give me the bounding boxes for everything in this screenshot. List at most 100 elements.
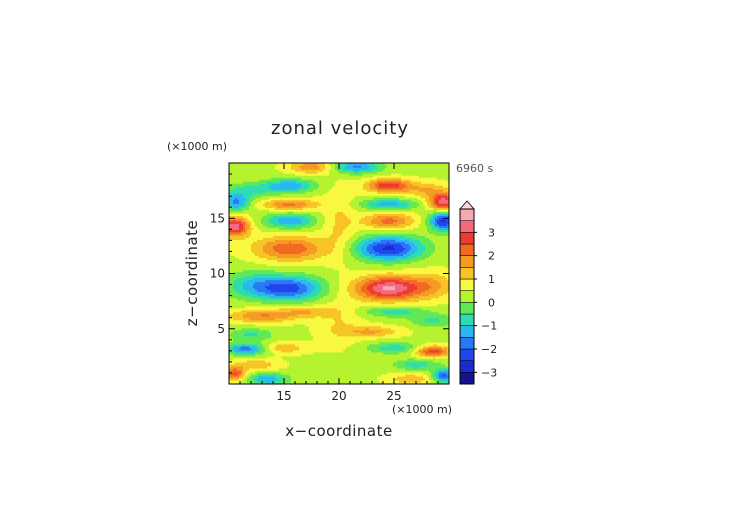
- heatmap-cell: [359, 301, 362, 305]
- heatmap-cell: [365, 327, 368, 331]
- heatmap-cell: [247, 365, 250, 369]
- heatmap-cell: [317, 321, 320, 325]
- heatmap-cell: [243, 309, 246, 313]
- heatmap-cell: [365, 339, 368, 343]
- heatmap-cell: [321, 299, 324, 303]
- heatmap-cell: [341, 373, 344, 377]
- heatmap-cell: [441, 353, 444, 357]
- heatmap-cell: [311, 377, 314, 381]
- heatmap-cell: [289, 343, 292, 347]
- heatmap-cell: [323, 379, 326, 383]
- heatmap-cell: [233, 369, 236, 373]
- heatmap-cell: [391, 329, 394, 333]
- heatmap-cell: [315, 337, 318, 341]
- heatmap-cell: [349, 371, 352, 375]
- heatmap-cell: [341, 335, 344, 339]
- heatmap-cell: [323, 363, 326, 367]
- heatmap-cell: [287, 321, 290, 325]
- heatmap-cell: [337, 347, 340, 351]
- heatmap-cell: [391, 357, 394, 361]
- heatmap-cell: [331, 321, 334, 325]
- heatmap-cell: [307, 377, 310, 381]
- heatmap-cell: [377, 331, 380, 335]
- heatmap-cell: [301, 375, 304, 379]
- heatmap-cell: [325, 343, 328, 347]
- heatmap-cell: [441, 373, 444, 377]
- heatmap-cell: [413, 347, 416, 351]
- heatmap-cell: [289, 315, 292, 319]
- heatmap-cell: [303, 301, 306, 305]
- heatmap-cell: [441, 325, 444, 329]
- heatmap-cell: [275, 305, 278, 309]
- heatmap-cell: [411, 345, 414, 349]
- heatmap-cell: [229, 365, 232, 369]
- heatmap-cell: [297, 335, 300, 339]
- heatmap-cell: [275, 315, 278, 319]
- heatmap-cell: [311, 317, 314, 321]
- heatmap-cell: [261, 339, 264, 343]
- heatmap-cell: [389, 347, 392, 351]
- heatmap-cell: [379, 343, 382, 347]
- heatmap-cell: [337, 369, 340, 373]
- heatmap-cell: [329, 307, 332, 311]
- heatmap-cell: [249, 309, 252, 313]
- heatmap-cell: [231, 341, 234, 345]
- heatmap-cell: [433, 311, 436, 315]
- heatmap-cell: [327, 303, 330, 307]
- heatmap-cell: [333, 319, 336, 323]
- heatmap-cell: [379, 329, 382, 333]
- heatmap-cell: [323, 335, 326, 339]
- heatmap-cell: [327, 345, 330, 349]
- heatmap-cell: [439, 309, 442, 313]
- heatmap-cell: [273, 315, 276, 319]
- heatmap-cell: [303, 373, 306, 377]
- heatmap-cell: [365, 297, 368, 301]
- heatmap-cell: [411, 295, 414, 299]
- heatmap-cell: [397, 363, 400, 367]
- heatmap-cell: [323, 311, 326, 315]
- heatmap-cell: [349, 341, 352, 345]
- heatmap-cell: [371, 317, 374, 321]
- heatmap-cell: [317, 313, 320, 317]
- heatmap-cell: [297, 341, 300, 345]
- heatmap-cell: [349, 339, 352, 343]
- heatmap-cell: [415, 353, 418, 357]
- heatmap-cell: [293, 353, 296, 357]
- heatmap-cell: [377, 313, 380, 317]
- heatmap-cell: [369, 337, 372, 341]
- heatmap-cell: [247, 313, 250, 317]
- heatmap-cell: [289, 377, 292, 381]
- heatmap-cell: [393, 335, 396, 339]
- heatmap-cell: [285, 381, 288, 384]
- heatmap-cell: [445, 307, 448, 311]
- heatmap-cell: [445, 373, 448, 377]
- heatmap-cell: [385, 297, 388, 301]
- heatmap-cell: [277, 299, 280, 303]
- heatmap-cell: [269, 325, 272, 329]
- heatmap-cell: [393, 341, 396, 345]
- heatmap-cell: [271, 365, 274, 369]
- heatmap-cell: [333, 345, 336, 349]
- heatmap-cell: [369, 345, 372, 349]
- heatmap-cell: [419, 319, 422, 323]
- heatmap-cell: [387, 331, 390, 335]
- heatmap-cell: [415, 345, 418, 349]
- heatmap-cell: [263, 309, 266, 313]
- heatmap-cell: [397, 341, 400, 345]
- heatmap-cell: [441, 295, 444, 299]
- heatmap-cell: [383, 339, 386, 343]
- heatmap-cell: [395, 347, 398, 351]
- heatmap-cell: [399, 371, 402, 375]
- heatmap-cell: [317, 307, 320, 311]
- heatmap-cell: [347, 317, 350, 321]
- heatmap-cell: [369, 303, 372, 307]
- heatmap-cell: [299, 371, 302, 375]
- heatmap-cell: [337, 293, 340, 297]
- heatmap-cell: [271, 299, 274, 303]
- heatmap-cell: [253, 331, 256, 335]
- heatmap-cell: [353, 315, 356, 319]
- heatmap-cell: [425, 379, 428, 383]
- heatmap-cell: [233, 317, 236, 321]
- heatmap-cell: [247, 349, 250, 353]
